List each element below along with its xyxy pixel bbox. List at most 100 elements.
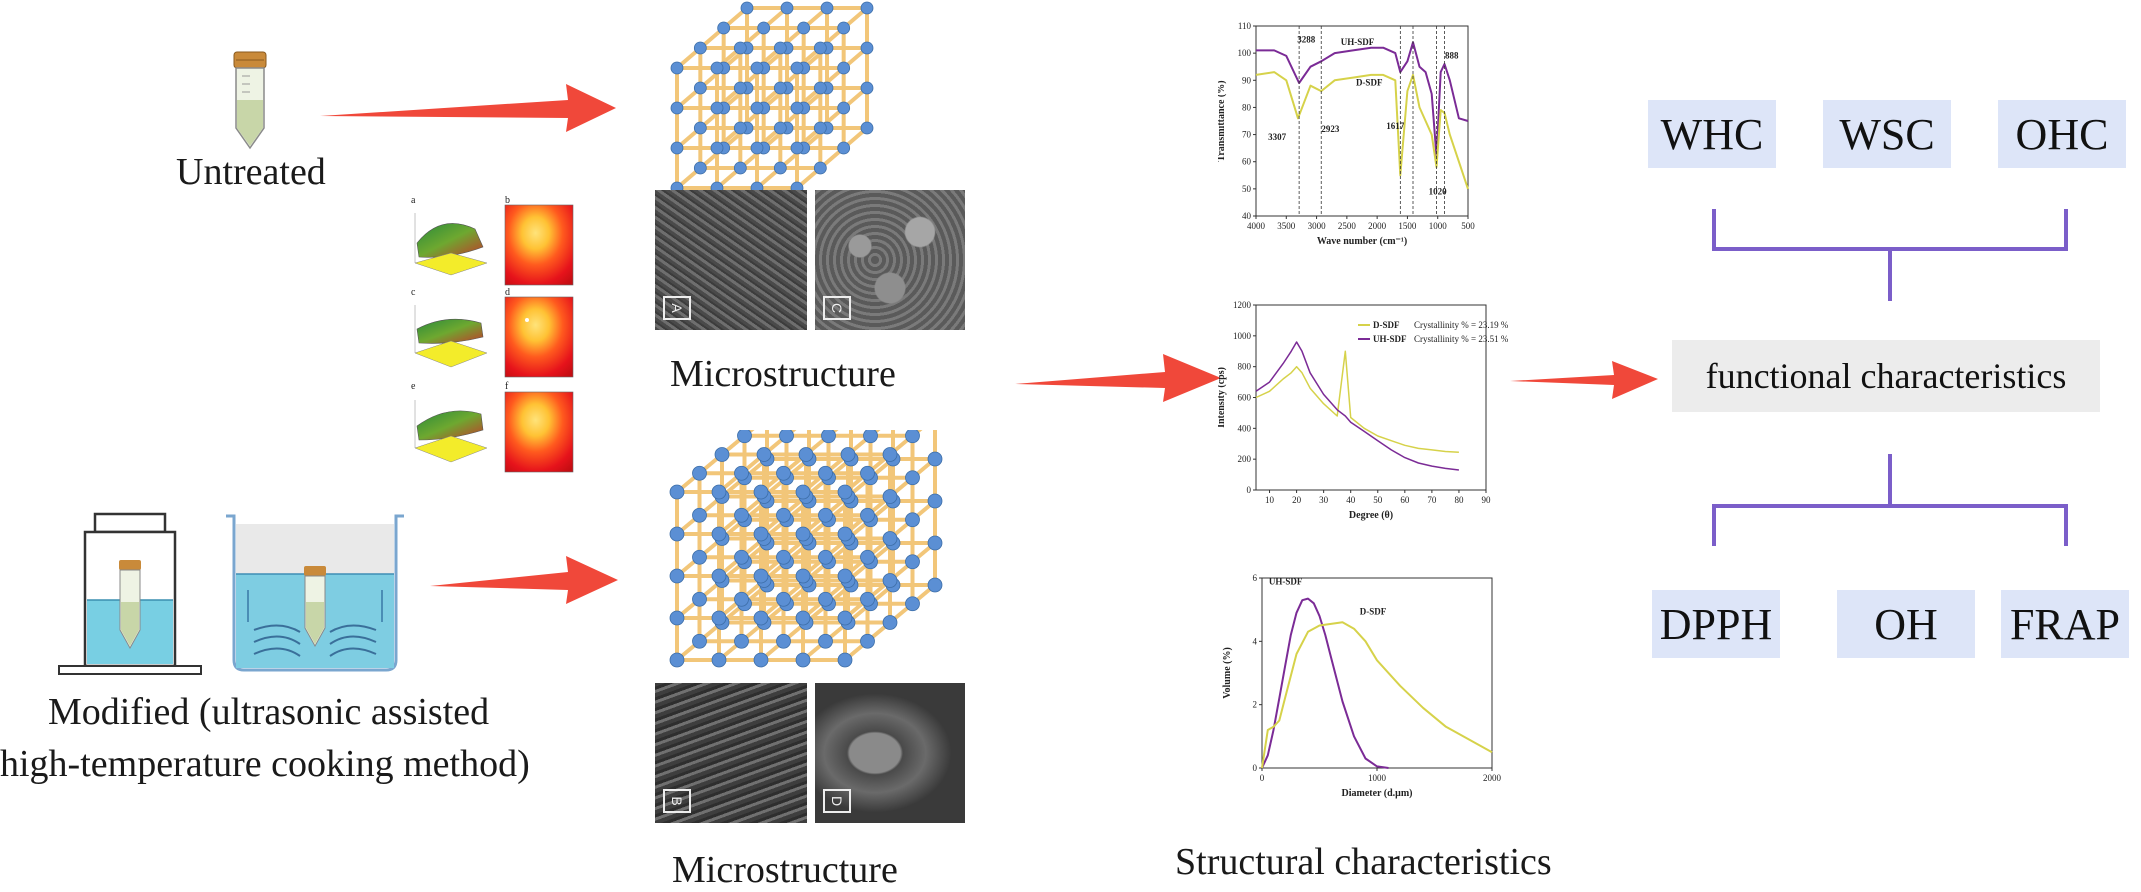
lattice-node <box>735 508 749 522</box>
lattice-node <box>693 592 707 606</box>
legend-crystallinity: Crystallinity % = 23.19 % <box>1414 320 1508 330</box>
lattice-node <box>791 182 803 190</box>
lattice-node <box>757 448 771 462</box>
rsm-letter-f: f <box>505 381 508 392</box>
lattice-node <box>774 122 786 134</box>
rsm-letter-b: b <box>505 195 510 206</box>
lattice-node <box>906 471 920 485</box>
annotation-1020: 1020 <box>1429 186 1448 196</box>
x-tick-label: 1000 <box>1368 773 1387 783</box>
lattice-node <box>671 182 683 190</box>
annotation-dsdf: D-SDF <box>1356 78 1383 88</box>
y-tick-label: 40 <box>1242 211 1252 221</box>
property-box-whc: WHC <box>1648 100 1776 168</box>
lattice-node <box>819 508 833 522</box>
annotation-uhsdf: UH-SDF <box>1269 576 1303 586</box>
lattice-node <box>671 62 683 74</box>
x-tick-label: 50 <box>1373 495 1383 505</box>
y-tick-label: 4 <box>1253 636 1258 646</box>
lattice-node <box>928 452 942 466</box>
lattice-node <box>670 485 684 499</box>
y-tick-label: 80 <box>1242 102 1252 112</box>
sem-tag-a: A <box>663 296 691 320</box>
lattice-node <box>780 430 794 443</box>
x-tick-label: 4000 <box>1247 221 1266 231</box>
lattice-node <box>735 592 749 606</box>
x-tick-label: 1000 <box>1429 221 1448 231</box>
lattice-node <box>712 653 726 667</box>
lattice-node <box>671 142 683 154</box>
lattice-node <box>693 508 707 522</box>
y-axis-label: Intensity (cps) <box>1218 367 1227 428</box>
lattice-node <box>841 448 855 462</box>
lattice-node <box>906 555 920 569</box>
y-tick-label: 1000 <box>1233 331 1252 341</box>
x-tick-label: 2000 <box>1483 773 1502 783</box>
lattice-node <box>861 550 875 564</box>
lattice-node <box>734 122 746 134</box>
y-tick-label: 2 <box>1253 700 1258 710</box>
annotation-1408: 1408 <box>1407 18 1426 20</box>
property-box-dpph: DPPH <box>1652 590 1780 658</box>
lattice-node <box>754 653 768 667</box>
lattice-node <box>838 62 850 74</box>
lattice-node <box>791 62 803 74</box>
x-tick-label: 1500 <box>1398 221 1417 231</box>
x-tick-label: 500 <box>1461 221 1475 231</box>
lattice-node <box>711 102 723 114</box>
lattice-node <box>693 550 707 564</box>
sem-image-a: A <box>655 190 807 330</box>
sem-image-b: B <box>655 683 807 823</box>
rsm-plots-figure <box>405 195 580 480</box>
lattice-node <box>670 569 684 583</box>
lattice-node <box>796 527 810 541</box>
arrow-micro-to-structural <box>1015 350 1225 410</box>
sem-tag-c: C <box>823 296 851 320</box>
y-tick-label: 50 <box>1242 184 1252 194</box>
legend-crystallinity: Crystallinity % = 23.51 % <box>1414 334 1508 344</box>
cooking-apparatus-icon <box>55 510 205 675</box>
annotation-uhsdf: UH-SDF <box>1341 37 1375 47</box>
chart-frame <box>1256 305 1486 490</box>
lattice-node <box>861 122 873 134</box>
lattice-node <box>735 466 749 480</box>
brace-bottom <box>1710 450 2070 550</box>
lattice-node <box>671 102 683 114</box>
property-box-frap: FRAP <box>2001 590 2129 658</box>
y-tick-label: 0 <box>1253 763 1258 773</box>
annotation-888: 888 <box>1445 51 1459 61</box>
rsm-letter-a: a <box>411 195 415 206</box>
x-tick-label: 30 <box>1319 495 1329 505</box>
lattice-node <box>906 513 920 527</box>
lattice-node <box>819 592 833 606</box>
lattice-node <box>694 42 706 54</box>
lattice-node <box>814 82 826 94</box>
lattice-node <box>819 550 833 564</box>
untreated-label: Untreated <box>176 150 326 194</box>
lattice-node <box>883 448 897 462</box>
y-tick-label: 70 <box>1242 130 1252 140</box>
y-tick-label: 200 <box>1238 454 1252 464</box>
lattice-node <box>864 430 878 443</box>
lattice-node <box>796 569 810 583</box>
sem-tag-d: D <box>823 789 851 813</box>
lattice-node <box>777 466 791 480</box>
rsm-letter-d: d <box>505 287 510 298</box>
arrow-structural-to-functional <box>1510 355 1660 405</box>
lattice-structure-top <box>665 0 880 190</box>
x-axis-label: Diameter (d.μm) <box>1341 788 1412 799</box>
lattice-bars <box>677 8 867 188</box>
y-tick-label: 800 <box>1238 362 1252 372</box>
x-tick-label: 2500 <box>1338 221 1357 231</box>
series-line-d-sdf <box>1256 351 1459 452</box>
lattice-node <box>928 536 942 550</box>
y-tick-label: 110 <box>1238 21 1252 31</box>
lattice-node <box>734 82 746 94</box>
lattice-node <box>796 485 810 499</box>
lattice-node <box>814 162 826 174</box>
annotation-1617: 1617 <box>1386 121 1405 131</box>
lattice-node <box>754 611 768 625</box>
lattice-node <box>928 578 942 592</box>
lattice-node <box>712 485 726 499</box>
